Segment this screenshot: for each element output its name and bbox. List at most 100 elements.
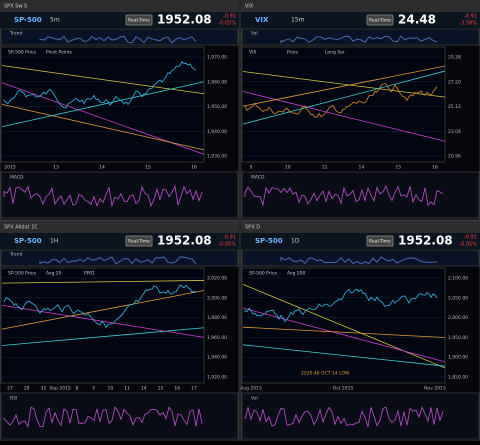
price: 24.48 [398,13,436,27]
x-axis-label: Aug 2015 [240,386,262,392]
y-axis-label: 1,940.00 [207,129,227,135]
x-axis-label: 14 [141,386,147,392]
y-axis-label: 1,980.00 [207,315,227,321]
header [0,12,239,28]
x-axis-label: 16 [191,165,197,171]
x-axis-label: 9 [250,165,253,171]
real-time-label: Real-Time [128,18,150,24]
window-title: VIX [245,4,254,10]
interval: 5m [50,17,60,24]
y-axis-label: 2,020.00 [207,276,227,282]
symbol: VIX [255,16,269,24]
legend-entry: Pivot Points [46,50,73,56]
indicator-line [3,185,203,208]
window-title: SPX Sw S [4,4,27,10]
symbol: SP-500 [255,237,283,245]
x-axis-label: 13 [53,165,59,171]
y-axis-label: 2,000.00 [207,295,227,301]
real-time-button[interactable] [125,14,153,26]
legend-entry: SP-500 Price [8,271,36,277]
y-axis-label: 2,050.00 [448,295,468,301]
x-axis-label: 28 [24,386,30,392]
price-line [244,288,438,323]
y-axis-label: 1,920.00 [207,375,227,381]
x-axis-label: 8 [75,386,78,392]
trend-line [242,326,446,338]
x-axis-label: 14 [99,165,105,171]
y-axis-label: 1,960.00 [207,335,227,341]
trend-line [242,307,446,363]
change: -0.91 [223,235,236,241]
bottom-indicator-label: RSI [10,396,17,402]
real-time-button[interactable] [366,14,394,26]
trend-line [242,283,446,369]
y-axis-label: 20.96 [448,154,461,160]
bottom-indicator-label: Vol [251,396,258,402]
y-axis-label: 2,000.00 [448,315,468,321]
y-axis-label: 1,950.00 [448,335,468,341]
window-title: SPX D [245,225,260,231]
x-axis-label: 16 [174,386,180,392]
legend-entry: VIX [249,50,257,56]
y-axis-label: 1,950.00 [207,104,227,110]
y-axis-label: 1,970.00 [207,55,227,61]
real-time-button[interactable] [366,235,394,247]
x-axis-label: Oct 2015 [333,386,354,392]
trend-line [242,65,446,107]
price: 1952.08 [398,234,453,248]
y-axis-label: 1,940.00 [207,355,227,361]
title-bar [241,221,480,233]
price: 1952.08 [157,234,212,248]
real-time-button[interactable] [125,235,153,247]
title-bar [0,221,239,233]
x-axis-label: 16 [432,165,438,171]
legend-entry: Long Sar [325,50,345,56]
real-time-label: Real-Time [128,239,150,245]
price-line [3,284,197,329]
change-pct: -0.05% [218,242,236,248]
annotation: 2020.46 OCT 14 LOW [301,371,350,377]
price: 1952.08 [157,13,212,27]
header [241,12,480,28]
trend-line [1,290,205,330]
change-pct: -0.05% [218,21,236,27]
symbol: SP-500 [14,237,42,245]
y-axis-label: 1,960.00 [207,79,227,85]
x-axis-label: 17 [191,386,197,392]
title-bar [241,0,480,12]
legend-entry: Price [287,50,298,56]
header [241,233,480,249]
x-axis-label: 14 [359,165,365,171]
y-axis-label: 25.12 [448,104,461,110]
trend-line [1,103,205,151]
symbol: SP-500 [14,16,42,24]
header [0,233,239,249]
top-indicator [0,249,239,267]
trend-line [1,304,205,338]
x-axis-label: 15 [158,386,164,392]
change-pct: -3.58% [459,21,477,27]
chart-window: SPX Sw S SP-500 5m Real-Time 1952.08 -0.91-0.… [0,0,240,221]
indicator-line [39,35,197,44]
trend-line [242,344,446,367]
y-axis-label: 29.28 [448,55,461,61]
window-title: SPX Alldat 1C [4,225,38,231]
interval: 15m [291,17,305,24]
main-plot [0,267,205,384]
bottom-indicator-label: MACD [251,175,265,181]
change: -0.91 [464,235,477,241]
top-indicator [241,249,480,267]
real-time-label: Real-Time [369,18,391,24]
chart-window: SPX D SP-500 1D Real-Time 1952.08 -0.91-0.05%… [240,220,480,442]
trend-line [1,280,205,284]
legend-entry: Avg 200 [287,271,305,277]
indicator-line [280,35,438,44]
y-axis-label: 23.04 [448,129,461,135]
top-indicator [241,28,480,46]
change: -0.91 [464,14,477,20]
x-axis-label: 31 [41,386,47,392]
legend-entry: Avg 20 [46,271,62,277]
legend-entry: SP-500 Price [8,50,36,56]
